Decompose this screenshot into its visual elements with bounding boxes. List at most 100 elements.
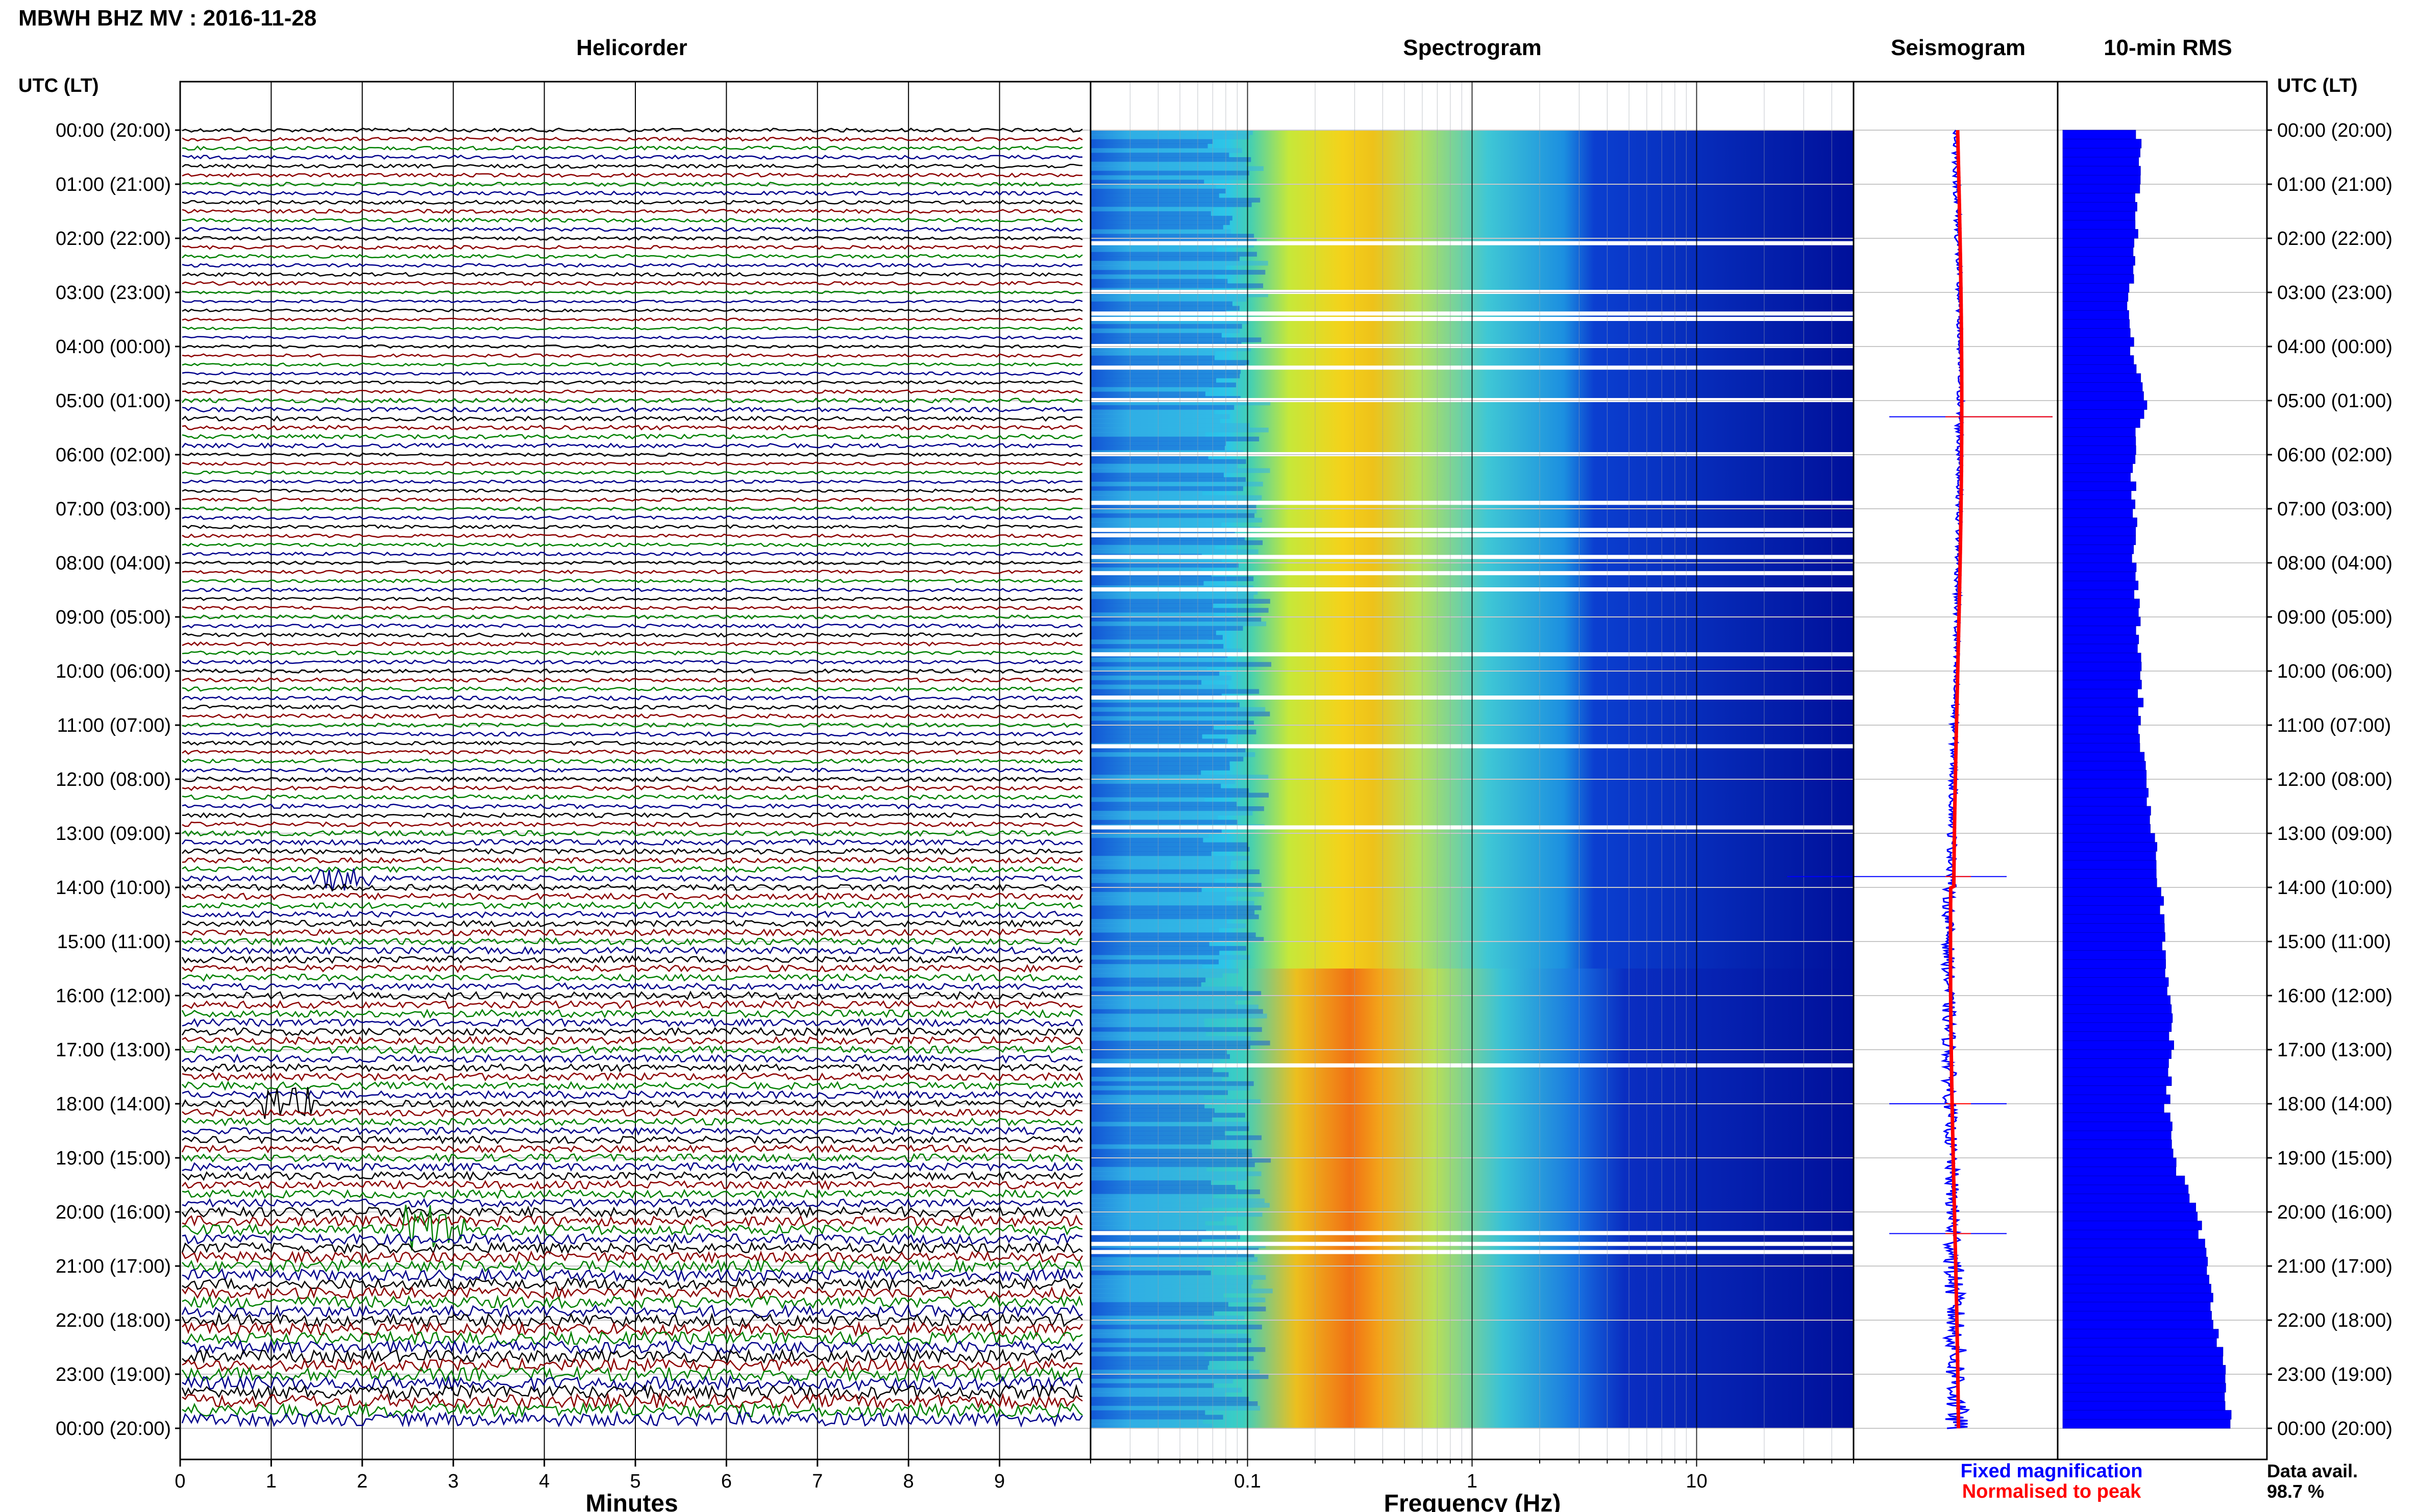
spectrogram-row (1091, 1139, 1211, 1145)
helicorder-trace (182, 731, 1083, 737)
spectrogram-row (1091, 864, 1230, 870)
spectrogram-row (1091, 202, 1252, 207)
helicorder-trace (182, 704, 1083, 710)
helicorder-trace (182, 1321, 1083, 1338)
helicorder-trace (182, 838, 1083, 846)
rms-bar (2062, 788, 2149, 798)
spectrogram-row (1091, 815, 1218, 820)
rms-bar (2062, 436, 2136, 446)
spectrogram-row (1091, 626, 1243, 631)
time-tick-label-left: 00:00 (20:00) (56, 120, 171, 141)
spectrogram-row (1091, 1419, 1203, 1424)
time-tick-label-left: 20:00 (16:00) (56, 1202, 171, 1223)
helicorder-trace (182, 964, 1083, 973)
spectrogram-row (1091, 1072, 1229, 1077)
rms-bar (2062, 355, 2134, 365)
helicorder-plot (179, 81, 1092, 1460)
helicorder-trace (182, 1000, 1083, 1010)
spectrogram-row (1091, 153, 1229, 158)
spectrogram-row (1091, 261, 1268, 266)
helicorder-trace (182, 1232, 1083, 1246)
spectrogram-row (1091, 522, 1222, 527)
spectrogram-row (1091, 549, 1258, 554)
spectrogram-row (1091, 306, 1240, 311)
spectrogram-row (1091, 1306, 1266, 1311)
minute-tick-label: 8 (903, 1471, 914, 1492)
spectrogram-row (1091, 1293, 1224, 1298)
helicorder-trace (182, 946, 1083, 955)
time-tick-label-left: 00:00 (20:00) (56, 1418, 171, 1440)
spectrogram-row (1091, 544, 1215, 550)
spectrogram-row (1091, 869, 1260, 874)
spectrogram-row (1091, 901, 1254, 906)
rms-bar (2062, 400, 2148, 410)
helicorder-trace (182, 506, 1083, 511)
helicorder-trace (182, 1018, 1083, 1028)
spectrogram-row (1091, 513, 1255, 518)
spectrogram-row (1091, 797, 1205, 802)
spectrogram-row (1091, 536, 1245, 541)
helicorder-trace (182, 488, 1083, 493)
spectrogram-row (1091, 418, 1220, 424)
time-tick-label-right: 11:00 (07:00) (2277, 715, 2391, 736)
helicorder-trace (182, 794, 1083, 801)
rms-bar (2062, 1094, 2170, 1104)
minute-tick-label: 2 (357, 1471, 367, 1492)
helicorder-trace (182, 785, 1083, 791)
rms-bar (2062, 680, 2142, 689)
spectrogram-title: Spectrogram (1403, 35, 1541, 60)
rms-bar (2062, 1157, 2177, 1168)
spectrogram-row (1091, 1266, 1205, 1271)
rms-bar (2062, 842, 2158, 852)
helicorder-trace (182, 1277, 1083, 1292)
helicorder-trace (182, 452, 1083, 457)
helicorder-trace (182, 190, 1083, 196)
spectrogram-row (1091, 986, 1243, 992)
data-availability-label: Data avail. (2267, 1460, 2358, 1481)
spectrogram-row (1091, 1149, 1252, 1154)
spectrogram-row (1091, 675, 1231, 681)
spectrogram-row (1091, 594, 1254, 600)
rms-bar (2062, 968, 2165, 978)
spectrogram-row (1091, 1302, 1228, 1307)
helicorder-trace (182, 498, 1083, 502)
helicorder-trace (182, 128, 1083, 133)
spectrogram-row (1091, 977, 1206, 982)
rms-bar (2062, 1211, 2198, 1222)
rms-bar (2062, 896, 2164, 906)
rms-bar (2062, 950, 2166, 960)
time-tick-label-left: 21:00 (17:00) (56, 1256, 171, 1277)
rms-bar (2062, 1194, 2190, 1203)
spectrogram-row (1091, 1081, 1254, 1086)
time-tick-label-left: 07:00 (03:00) (56, 499, 171, 520)
time-tick-label-left: 01:00 (21:00) (56, 174, 171, 195)
helicorder-trace (182, 262, 1082, 268)
rms-bar (2062, 472, 2131, 482)
rms-bar (2062, 517, 2137, 527)
helicorder-trace (181, 1063, 1083, 1073)
spectrogram-row (1091, 891, 1264, 897)
spectrogram-row (1091, 1013, 1267, 1019)
time-tick-label-right: 21:00 (17:00) (2277, 1256, 2392, 1277)
spectrogram-row (1091, 1424, 1213, 1429)
spectrogram-row (1091, 170, 1249, 176)
time-tick-label-right: 12:00 (08:00) (2277, 769, 2392, 790)
time-tick-label-right: 16:00 (12:00) (2277, 985, 2392, 1007)
spectrogram-row (1091, 775, 1269, 780)
rms-bar (2062, 1040, 2174, 1050)
helicorder-trace (182, 973, 1083, 982)
spectrogram-row (1091, 1117, 1212, 1122)
rms-bar (2062, 454, 2136, 464)
helicorder-trace (182, 1348, 1083, 1364)
time-tick-label-right: 17:00 (13:00) (2277, 1039, 2392, 1061)
rms-bar (2062, 1229, 2199, 1240)
rms-bar (2062, 688, 2138, 699)
spectrogram-row (1091, 716, 1249, 721)
rms-bar (2062, 932, 2165, 942)
spectrogram-row (1091, 567, 1201, 573)
spectrogram-row (1091, 391, 1205, 396)
helicorder-trace (181, 1383, 1083, 1401)
rms-bar (2062, 229, 2138, 239)
rms-bar (2062, 941, 2162, 951)
spectrogram-row (1091, 662, 1272, 667)
